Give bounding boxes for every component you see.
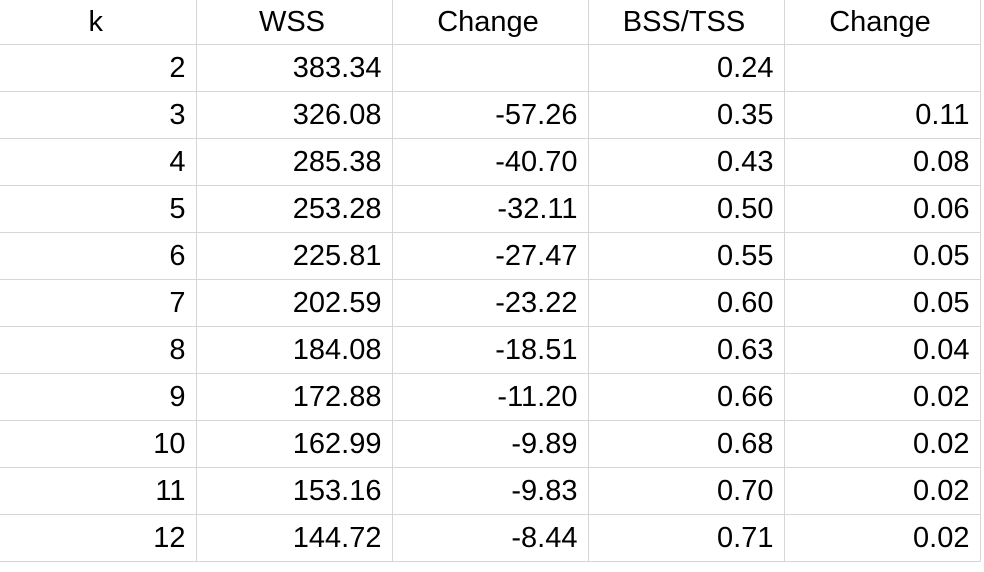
table-cell: 383.34 — [195, 44, 393, 92]
table-cell: 0.66 — [587, 373, 785, 421]
table-cell: 0.05 — [783, 232, 981, 280]
table-cell: -8.44 — [391, 514, 589, 562]
table-cell: 0.71 — [587, 514, 785, 562]
column-header: k — [0, 0, 197, 45]
table-cell: 12 — [0, 514, 197, 562]
table-row: 9 172.88 -11.20 0.66 0.02 — [0, 373, 981, 421]
table-cell: 0.11 — [783, 91, 981, 139]
table-cell: 0.02 — [783, 467, 981, 515]
table-cell: 326.08 — [195, 91, 393, 139]
column-header: BSS/TSS — [587, 0, 785, 45]
table-cell: 0.05 — [783, 279, 981, 327]
spreadsheet-table: k WSS Change BSS/TSS Change 2 383.34 0.24 3 326.… — [0, 0, 981, 562]
table-cell: -40.70 — [391, 138, 589, 186]
table-cell: 0.02 — [783, 373, 981, 421]
table-cell: 10 — [0, 420, 197, 468]
table-cell: 0.35 — [587, 91, 785, 139]
table-cell: -11.20 — [391, 373, 589, 421]
table-row: 5 253.28 -32.11 0.50 0.06 — [0, 185, 981, 233]
table-cell: 3 — [0, 91, 197, 139]
table-cell — [391, 44, 589, 92]
table-row: 3 326.08 -57.26 0.35 0.11 — [0, 91, 981, 139]
table-row: 11 153.16 -9.83 0.70 0.02 — [0, 467, 981, 515]
table-cell: 4 — [0, 138, 197, 186]
table-cell: 0.24 — [587, 44, 785, 92]
table-cell: 0.43 — [587, 138, 785, 186]
table-row: 2 383.34 0.24 — [0, 44, 981, 92]
table-body: 2 383.34 0.24 3 326.08 -57.26 0.35 0.11 4 285.38-… — [0, 44, 981, 562]
table-cell: 0.63 — [587, 326, 785, 374]
table-row: 10 162.99 -9.89 0.68 0.02 — [0, 420, 981, 468]
table-cell: 0.04 — [783, 326, 981, 374]
table-cell: 0.08 — [783, 138, 981, 186]
table-cell: -9.83 — [391, 467, 589, 515]
table-cell: 0.70 — [587, 467, 785, 515]
table-cell: 202.59 — [195, 279, 393, 327]
table-cell: 9 — [0, 373, 197, 421]
table-row: 6 225.81 -27.47 0.55 0.05 — [0, 232, 981, 280]
table-row: 12 144.72 -8.44 0.71 0.02 — [0, 514, 981, 562]
table-cell: -23.22 — [391, 279, 589, 327]
table-cell: -27.47 — [391, 232, 589, 280]
column-header: Change — [391, 0, 589, 45]
table-cell: -57.26 — [391, 91, 589, 139]
table-cell: 162.99 — [195, 420, 393, 468]
table-cell: -32.11 — [391, 185, 589, 233]
table-cell: 0.50 — [587, 185, 785, 233]
table-cell: 7 — [0, 279, 197, 327]
table-row: 7 202.59 -23.22 0.60 0.05 — [0, 279, 981, 327]
table-cell: 285.38 — [195, 138, 393, 186]
table-cell: 144.72 — [195, 514, 393, 562]
table-cell: 0.55 — [587, 232, 785, 280]
table-header: k WSS Change BSS/TSS Change — [0, 0, 981, 45]
table-cell: -18.51 — [391, 326, 589, 374]
table-cell: 0.02 — [783, 514, 981, 562]
table-cell: 5 — [0, 185, 197, 233]
table-cell — [783, 44, 981, 92]
table-cell: 184.08 — [195, 326, 393, 374]
table-cell: 0.68 — [587, 420, 785, 468]
column-header: WSS — [195, 0, 393, 45]
table-cell: 253.28 — [195, 185, 393, 233]
table-row: 4 285.38 -40.70 0.43 0.08 — [0, 138, 981, 186]
table-cell: 172.88 — [195, 373, 393, 421]
table-cell: 2 — [0, 44, 197, 92]
table-cell: 8 — [0, 326, 197, 374]
header-row: k WSS Change BSS/TSS Change — [0, 0, 981, 45]
table-cell: 153.16 — [195, 467, 393, 515]
table-cell: 0.60 — [587, 279, 785, 327]
table-cell: 225.81 — [195, 232, 393, 280]
table-cell: 0.06 — [783, 185, 981, 233]
table-cell: 11 — [0, 467, 197, 515]
column-header: Change — [783, 0, 981, 45]
table-cell: 0.02 — [783, 420, 981, 468]
table-cell: -9.89 — [391, 420, 589, 468]
table-cell: 6 — [0, 232, 197, 280]
table-row: 8 184.08 -18.51 0.63 0.04 — [0, 326, 981, 374]
